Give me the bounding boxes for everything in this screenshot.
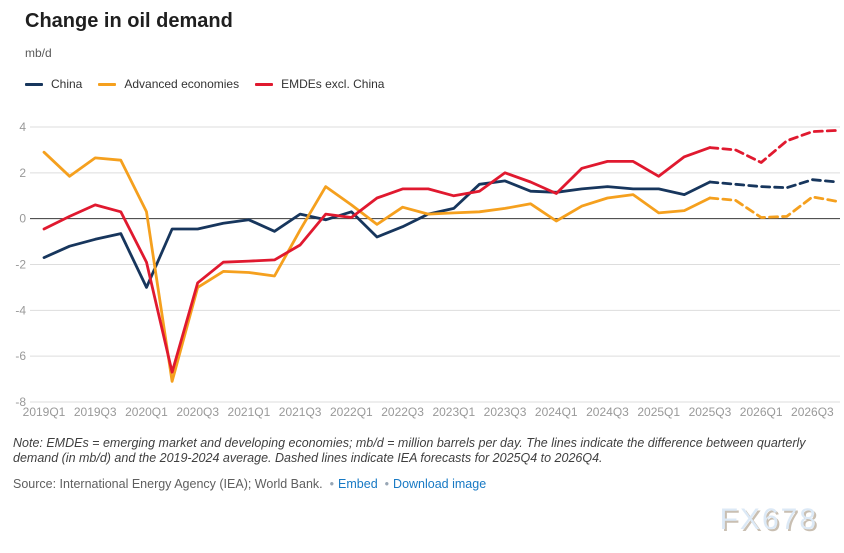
- source-text: Source: International Energy Agency (IEA…: [13, 477, 323, 491]
- legend-label-emdes: EMDEs excl. China: [281, 77, 385, 91]
- advanced-economies-line-swatch-icon: [98, 82, 117, 86]
- x-axis-tick-label: 2026Q1: [740, 405, 783, 419]
- y-axis-tick-label: -2: [15, 258, 26, 272]
- x-axis-tick-label: 2025Q1: [637, 405, 680, 419]
- source-line: Source: International Energy Agency (IEA…: [13, 477, 486, 491]
- x-axis-tick-label: 2020Q1: [125, 405, 168, 419]
- series-forecast-line-china: [708, 178, 840, 190]
- bullet-separator: •: [384, 477, 390, 491]
- legend: China Advanced economies EMDEs excl. Chi…: [25, 77, 384, 91]
- series-line-emdes-excl-china: [42, 146, 712, 374]
- series-forecast-line-emdes-excl-china: [708, 128, 840, 164]
- x-axis-tick-label: 2021Q1: [228, 405, 271, 419]
- fx678-watermark: FX678: [719, 503, 818, 536]
- y-axis-tick-label: 0: [19, 212, 26, 226]
- legend-label-advanced-economies: Advanced economies: [124, 77, 240, 91]
- series-forecast-line-advanced-economies: [708, 195, 840, 219]
- page-title: Change in oil demand: [25, 10, 233, 32]
- x-axis-tick-label: 2025Q3: [689, 405, 732, 419]
- x-axis-tick-label: 2023Q3: [484, 405, 527, 419]
- y-axis-tick-label: 2: [19, 166, 26, 180]
- x-axis-tick-label: 2019Q1: [23, 405, 66, 419]
- legend-label-china: China: [51, 77, 83, 91]
- legend-item-advanced-economies: Advanced economies: [98, 77, 239, 91]
- series-line-advanced-economies: [42, 150, 712, 383]
- x-axis-tick-label: 2019Q3: [74, 405, 117, 419]
- embed-link[interactable]: Embed: [338, 477, 378, 491]
- y-axis-tick-label: 4: [19, 120, 26, 134]
- x-axis-tick-label: 2024Q1: [535, 405, 578, 419]
- emdes-line-swatch-icon: [255, 82, 274, 86]
- y-axis-unit-label: mb/d: [25, 46, 52, 60]
- y-axis-tick-label: -8: [15, 395, 26, 409]
- x-axis-tick-label: 2026Q3: [791, 405, 834, 419]
- x-axis-tick-label: 2024Q3: [586, 405, 629, 419]
- download-image-link[interactable]: Download image: [393, 477, 487, 491]
- bullet-separator: •: [329, 477, 335, 491]
- legend-item-emdes: EMDEs excl. China: [255, 77, 384, 91]
- x-axis-tick-label: 2021Q3: [279, 405, 322, 419]
- y-axis-tick-label: -6: [15, 349, 26, 363]
- y-axis-tick-label: -4: [15, 303, 26, 317]
- x-axis-tick-label: 2020Q3: [176, 405, 219, 419]
- x-axis-tick-label: 2022Q1: [330, 405, 373, 419]
- x-axis-tick-label: 2022Q3: [381, 405, 424, 419]
- china-line-swatch-icon: [25, 82, 43, 86]
- x-axis-tick-label: 2023Q1: [432, 405, 475, 419]
- chart-note: Note: EMDEs = emerging market and develo…: [13, 436, 806, 465]
- legend-item-china: China: [25, 77, 82, 91]
